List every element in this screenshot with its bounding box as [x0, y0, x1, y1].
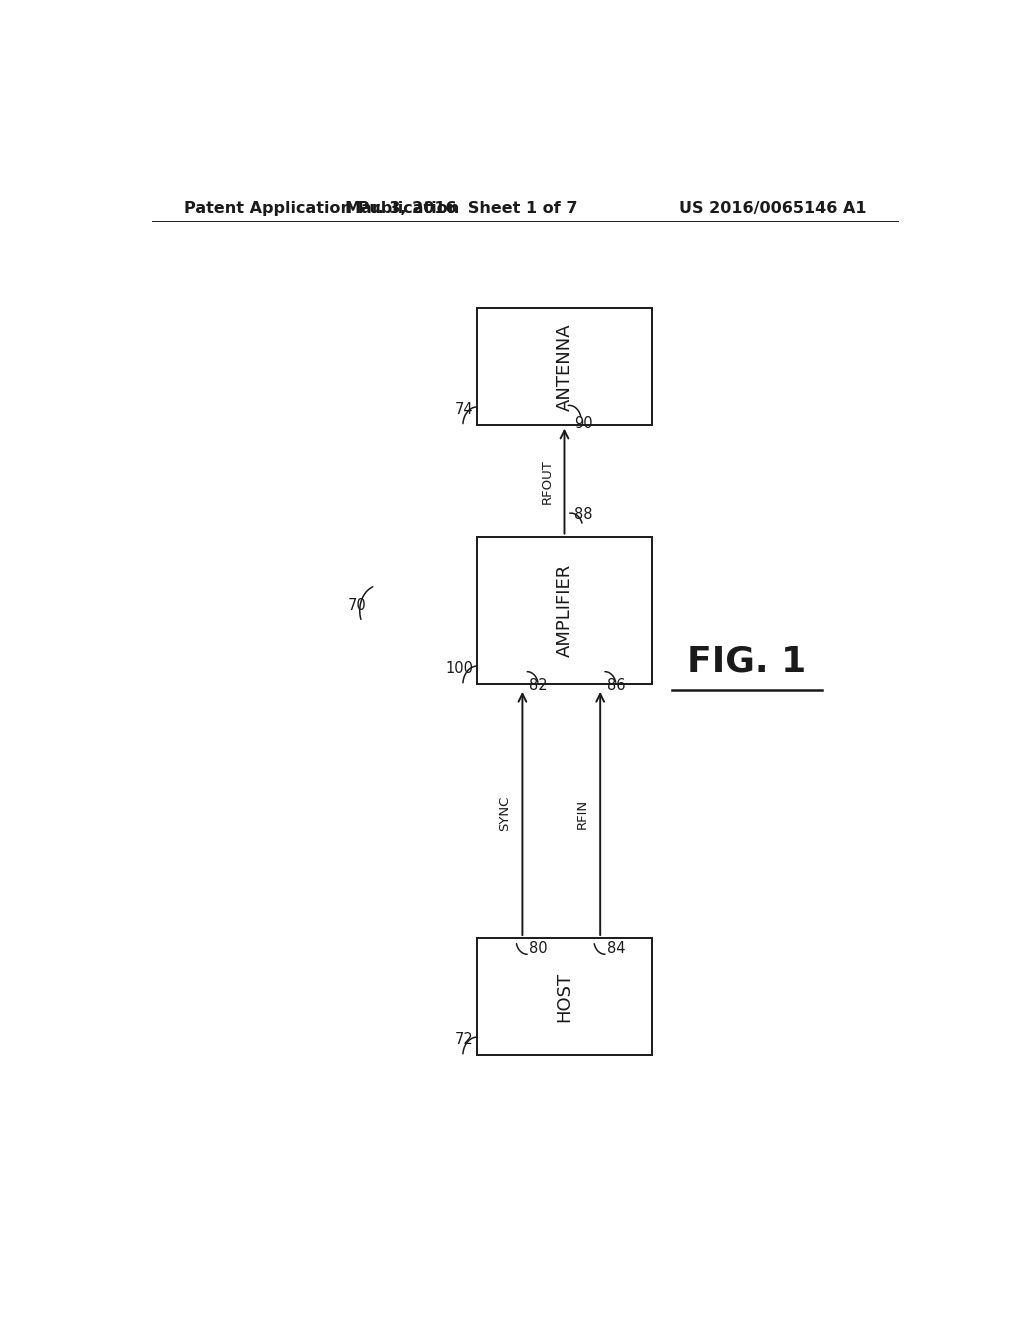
Text: 80: 80: [528, 941, 548, 956]
Text: 90: 90: [574, 416, 593, 430]
Bar: [477, 537, 652, 684]
Text: Mar. 3, 2016  Sheet 1 of 7: Mar. 3, 2016 Sheet 1 of 7: [345, 201, 578, 215]
Text: Patent Application Publication: Patent Application Publication: [183, 201, 459, 215]
Text: ANTENNA: ANTENNA: [555, 323, 573, 411]
Bar: [477, 309, 652, 425]
Bar: [477, 939, 652, 1056]
Text: 100: 100: [445, 661, 473, 676]
Text: SYNC: SYNC: [499, 796, 511, 832]
Text: 74: 74: [455, 403, 473, 417]
Text: 70: 70: [347, 598, 367, 612]
Text: 84: 84: [606, 941, 625, 956]
Text: US 2016/0065146 A1: US 2016/0065146 A1: [679, 201, 866, 215]
Text: FIG. 1: FIG. 1: [687, 644, 807, 678]
Text: HOST: HOST: [555, 972, 573, 1022]
Text: RFOUT: RFOUT: [541, 458, 554, 503]
Text: 82: 82: [528, 678, 548, 693]
Text: AMPLIFIER: AMPLIFIER: [555, 564, 573, 657]
Text: RFIN: RFIN: [577, 799, 589, 829]
Text: 88: 88: [574, 507, 593, 523]
Text: 72: 72: [455, 1032, 473, 1047]
Text: 86: 86: [606, 678, 625, 693]
